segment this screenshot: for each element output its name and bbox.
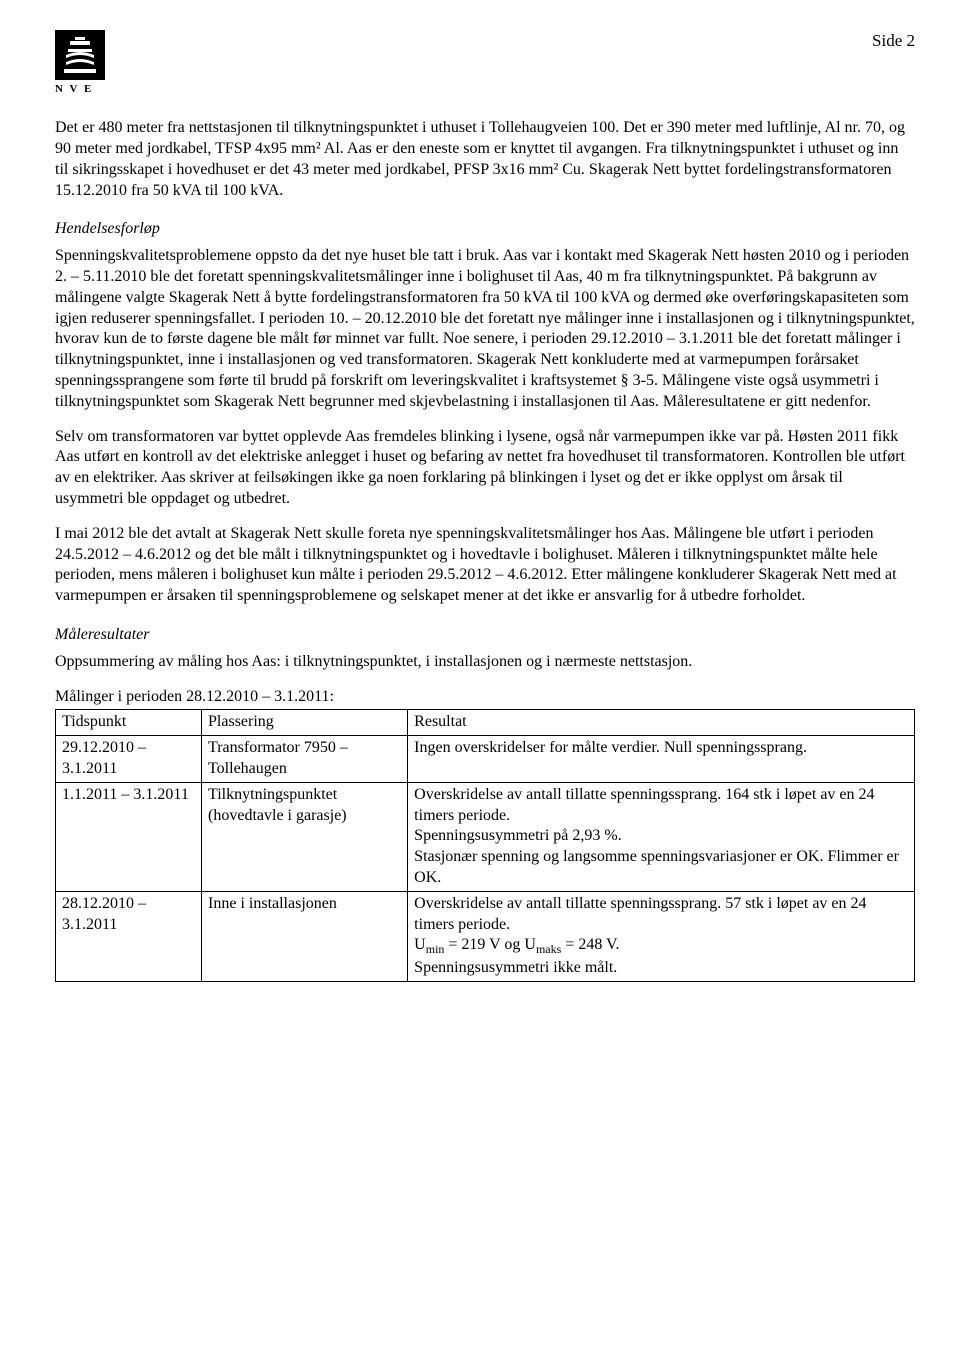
- heading-hendelsesforlop: Hendelsesforløp: [55, 219, 915, 240]
- paragraph-4: I mai 2012 ble det avtalt at Skagerak Ne…: [55, 524, 915, 607]
- nve-logo-icon: [55, 30, 105, 80]
- table-caption: Målinger i perioden 28.12.2010 – 3.1.201…: [55, 687, 915, 708]
- table-header: Plassering: [202, 710, 408, 736]
- table-cell: 29.12.2010 – 3.1.2011: [56, 736, 202, 783]
- measurements-table: Tidspunkt Plassering Resultat 29.12.2010…: [55, 709, 915, 982]
- table-cell: Overskridelse av antall tillatte spennin…: [408, 891, 915, 981]
- page-number: Side 2: [872, 30, 915, 52]
- table-cell: Ingen overskridelser for målte verdier. …: [408, 736, 915, 783]
- paragraph-2: Spenningskvalitetsproblemene oppsto da d…: [55, 246, 915, 412]
- table-cell: Tilknytningspunktet (hovedtavle i garasj…: [202, 782, 408, 891]
- table-row: 28.12.2010 – 3.1.2011 Inne i installasjo…: [56, 891, 915, 981]
- nve-label: N V E: [55, 82, 105, 96]
- table-cell: Inne i installasjonen: [202, 891, 408, 981]
- paragraph-1: Det er 480 meter fra nettstasjonen til t…: [55, 118, 915, 201]
- paragraph-5: Oppsummering av måling hos Aas: i tilkny…: [55, 652, 915, 673]
- table-cell: Overskridelse av antall tillatte spennin…: [408, 782, 915, 891]
- table-row: 29.12.2010 – 3.1.2011 Transformator 7950…: [56, 736, 915, 783]
- table-row: 1.1.2011 – 3.1.2011 Tilknytningspunktet …: [56, 782, 915, 891]
- logo-block: N V E: [55, 30, 105, 96]
- page-header: N V E Side 2: [55, 30, 915, 96]
- paragraph-3: Selv om transformatoren var byttet opple…: [55, 427, 915, 510]
- table-cell: 28.12.2010 – 3.1.2011: [56, 891, 202, 981]
- table-header: Resultat: [408, 710, 915, 736]
- table-cell: 1.1.2011 – 3.1.2011: [56, 782, 202, 891]
- table-header-row: Tidspunkt Plassering Resultat: [56, 710, 915, 736]
- table-header: Tidspunkt: [56, 710, 202, 736]
- heading-maleresultater: Måleresultater: [55, 625, 915, 646]
- table-cell: Transformator 7950 – Tollehaugen: [202, 736, 408, 783]
